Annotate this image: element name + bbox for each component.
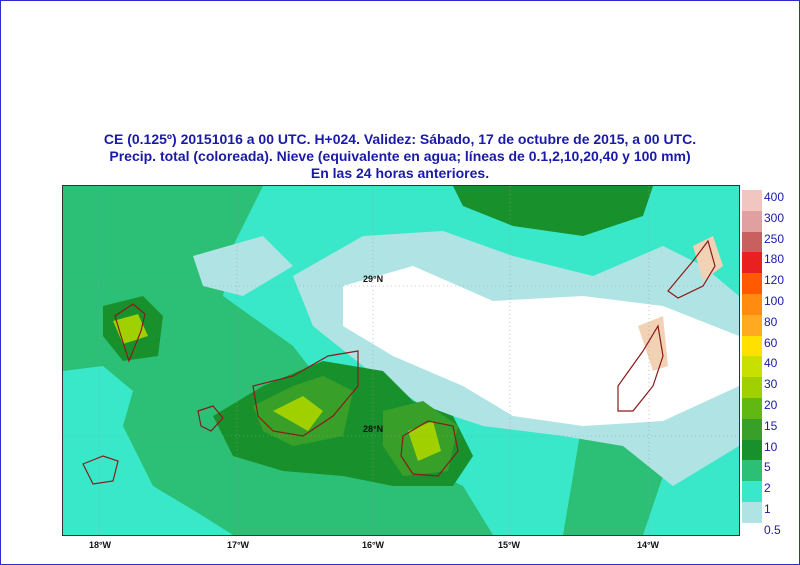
legend-label: 10 [764, 439, 778, 454]
lon-label-15w: 15°W [497, 540, 521, 550]
island-outlines [82, 239, 716, 485]
field-30mm [273, 396, 323, 431]
legend-label: 40 [764, 356, 778, 371]
legend-swatch [742, 460, 762, 482]
graticule [63, 186, 739, 535]
legend-swatch [742, 210, 762, 232]
lon-label-16w: 16°W [361, 540, 385, 550]
legend-swatch [742, 252, 762, 274]
legend-swatch [742, 356, 762, 378]
legend-swatch [742, 314, 762, 336]
field-lanzarote [693, 236, 723, 281]
legend-label: 5 [764, 460, 771, 475]
lon-label-18w: 18°W [88, 540, 112, 550]
legend-swatch [742, 377, 762, 398]
tenerife-outline [252, 350, 359, 437]
legend-swatch [742, 273, 762, 294]
field-1mm-west [193, 236, 293, 296]
lat-label-29: 29°N [363, 274, 384, 284]
title-line-1: CE (0.125º) 20151016 a 00 UTC. H+024. Va… [103, 131, 697, 147]
fuerteventura-outline [617, 324, 664, 412]
legend-swatch [742, 502, 762, 523]
legend-swatch [742, 335, 762, 357]
legend-label: 1 [764, 502, 771, 516]
legend-label: 0.5 [764, 522, 781, 537]
legend-swatch [742, 231, 762, 253]
legend-label: 60 [764, 335, 778, 350]
legend-label: 120 [764, 273, 785, 288]
map-canvas [63, 186, 739, 535]
la-gomera-outline [197, 405, 224, 432]
field-fuerteventura [638, 316, 668, 371]
legend-swatch [742, 522, 762, 544]
precipitation-map: 29°N 28°N [62, 185, 740, 536]
gran-canaria-outline [400, 420, 459, 477]
legend-label: 300 [764, 210, 785, 225]
legend-swatch [742, 398, 762, 419]
lat-label-28: 28°N [363, 424, 384, 434]
field-30mm-gc [408, 421, 441, 461]
legend-label: 80 [764, 314, 778, 329]
legend-label: 180 [764, 252, 785, 267]
legend-swatch [742, 294, 762, 315]
lon-label-14w: 14°W [636, 540, 660, 550]
legend-swatch [742, 190, 762, 211]
legend-label: 400 [764, 190, 785, 204]
legend-swatch [742, 418, 762, 440]
title-line-3: En las 24 horas anteriores. [310, 165, 490, 181]
title-line-2: Precip. total (coloreada). Nieve (equiva… [109, 148, 691, 164]
legend-label: 2 [764, 481, 771, 496]
legend-swatch [742, 481, 762, 502]
legend-label: 20 [764, 398, 778, 412]
field-0.5mm [343, 266, 739, 426]
lon-label-17w: 17°W [226, 540, 250, 550]
la-palma-outline [114, 303, 146, 363]
field-2mm-sw [63, 366, 233, 535]
legend-label: 250 [764, 231, 785, 246]
lanzarote-outline [667, 239, 716, 299]
legend-label: 100 [764, 294, 785, 308]
legend-label: 15 [764, 418, 778, 433]
field-10mm-north [453, 186, 653, 236]
legend-swatch [742, 439, 762, 461]
legend-label: 30 [764, 377, 778, 392]
el-hierro-outline [82, 455, 119, 485]
